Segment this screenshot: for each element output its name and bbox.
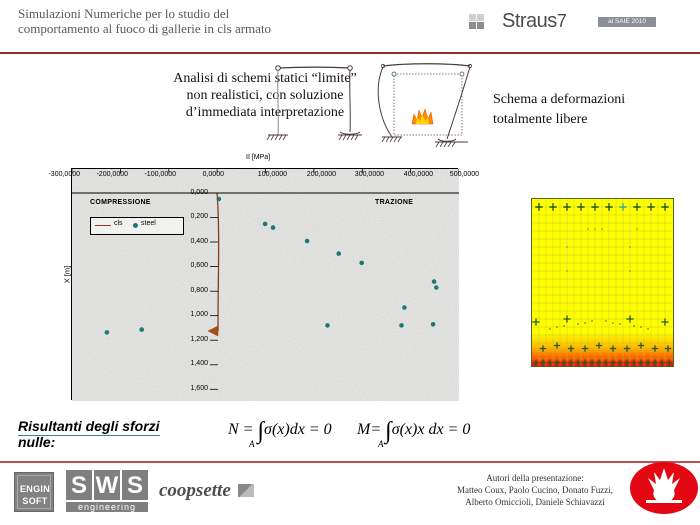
svg-text:engineering: engineering (78, 502, 136, 512)
svg-text:W: W (96, 472, 119, 499)
svg-text:S: S (127, 472, 143, 499)
svg-text:S: S (71, 472, 87, 499)
